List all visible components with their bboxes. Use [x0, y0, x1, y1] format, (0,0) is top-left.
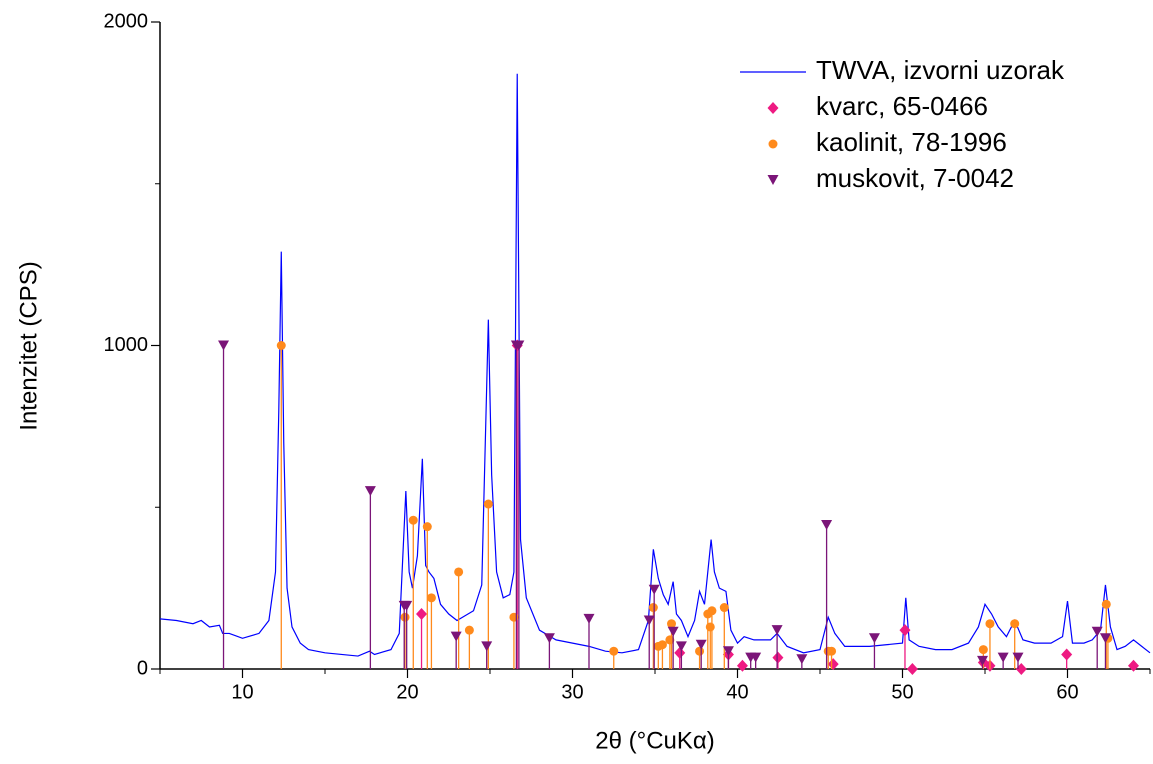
stick-marker [513, 340, 525, 351]
stick-marker [906, 663, 918, 675]
stick-marker [667, 626, 679, 637]
legend-text: kaolinit, 78-1996 [816, 127, 1007, 157]
stick-marker [1010, 619, 1020, 629]
stick-marker [400, 612, 410, 622]
stick-marker [705, 622, 715, 632]
stick-marker [985, 619, 995, 629]
legend-marker [768, 139, 778, 149]
x-tick-label: 10 [231, 681, 253, 703]
stick-marker [583, 613, 595, 624]
legend-text: muskovit, 7-0042 [816, 163, 1014, 193]
stick-marker [667, 619, 676, 629]
stick-marker [454, 567, 464, 577]
stick-marker [609, 646, 619, 656]
stick-marker [408, 515, 418, 525]
stick-marker [401, 600, 413, 611]
x-tick-label: 30 [561, 681, 583, 703]
stick-marker [722, 646, 734, 657]
stick-marker [868, 633, 880, 644]
stick-marker [1091, 626, 1103, 637]
stick-marker [364, 486, 376, 497]
stick-marker [218, 340, 230, 351]
legend-marker [767, 175, 779, 185]
stick-marker [997, 652, 1009, 663]
stick-marker [771, 625, 783, 636]
stick-marker [772, 651, 784, 664]
stick-marker [276, 341, 286, 350]
y-tick-label: 0 [137, 657, 148, 679]
stick-marker [422, 522, 432, 532]
stick-marker [643, 615, 655, 626]
stick-marker [796, 654, 808, 665]
stick-marker [657, 640, 667, 650]
stick-marker [827, 658, 839, 671]
stick-marker [509, 612, 519, 622]
stick-marker [450, 631, 462, 642]
stick-marker [483, 499, 493, 509]
stick-marker [707, 606, 717, 616]
stick-marker [695, 639, 707, 650]
legend-marker [767, 102, 779, 114]
stick-marker [464, 625, 474, 635]
stick-marker [426, 593, 436, 603]
stick-series [416, 339, 1139, 675]
stick-marker [1099, 633, 1111, 644]
stick-marker [1012, 652, 1024, 663]
stick-marker [719, 603, 729, 613]
stick-marker [827, 646, 837, 656]
stick-marker [1061, 648, 1073, 661]
stick-marker [416, 608, 428, 621]
legend-text: TWVA, izvorni uzorak [816, 55, 1065, 85]
stick-marker [675, 641, 687, 652]
x-tick-label: 40 [726, 681, 748, 703]
x-tick-label: 20 [396, 681, 418, 703]
stick-marker [736, 659, 748, 672]
stick-marker [1101, 599, 1111, 609]
stick-marker [977, 655, 989, 666]
y-tick-label: 1000 [104, 334, 149, 356]
y-tick-label: 2000 [104, 10, 149, 32]
stick-marker [695, 646, 705, 656]
x-tick-label: 50 [891, 681, 913, 703]
x-axis-title: 2θ (°CuKα) [595, 727, 715, 754]
legend-text: kvarc, 65-0466 [816, 91, 988, 121]
stick-marker [821, 520, 833, 531]
stick-marker [481, 641, 493, 652]
data-line [159, 73, 1151, 657]
stick-marker [648, 603, 658, 613]
stick-marker [1128, 659, 1139, 672]
stick-marker [978, 645, 988, 655]
stick-marker [899, 624, 911, 637]
stick-marker [750, 652, 762, 663]
stick-marker [648, 584, 660, 595]
y-axis-title: Intenzitet (CPS) [15, 261, 42, 430]
stick-series [218, 340, 1111, 669]
stick-marker [543, 633, 555, 644]
x-tick-label: 60 [1056, 681, 1078, 703]
stick-marker [674, 646, 686, 659]
